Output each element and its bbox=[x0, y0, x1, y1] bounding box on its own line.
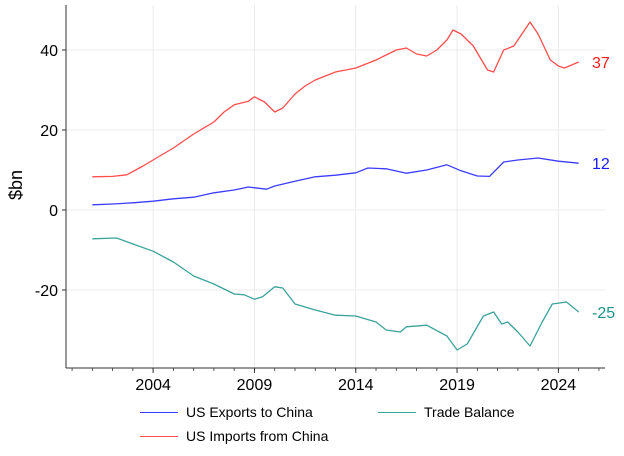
legend-label-balance: Trade Balance bbox=[424, 404, 515, 420]
y-tick-label: 0 bbox=[49, 203, 58, 220]
series-line-balance bbox=[92, 237, 580, 351]
gridlines bbox=[66, 5, 605, 368]
series-lines bbox=[92, 21, 580, 351]
legend-item-exports: US Exports to China bbox=[140, 404, 313, 420]
series-line-imports bbox=[92, 21, 579, 178]
legend-swatch-exports bbox=[140, 411, 178, 413]
legend-label-imports: US Imports from China bbox=[186, 428, 329, 444]
x-tick-label: 2024 bbox=[541, 377, 577, 394]
legend-item-balance: Trade Balance bbox=[378, 404, 515, 420]
y-tick-label: -20 bbox=[35, 283, 58, 300]
legend-swatch-imports bbox=[140, 435, 178, 437]
x-tick-label: 2014 bbox=[338, 377, 374, 394]
legend-label-exports: US Exports to China bbox=[186, 404, 313, 420]
y-axis-label: $bn bbox=[6, 170, 26, 200]
end-label-exports: 12 bbox=[592, 156, 610, 173]
legend-item-imports: US Imports from China bbox=[140, 428, 328, 444]
legend-swatch-balance bbox=[378, 411, 416, 413]
axes: 2004 2009 2014 2019 2024 -20 0 20 40 bbox=[35, 5, 605, 394]
y-tick-label: 40 bbox=[40, 43, 58, 60]
series-line-exports bbox=[92, 157, 579, 206]
x-tick-label: 2009 bbox=[237, 377, 273, 394]
x-tick-label: 2019 bbox=[439, 377, 475, 394]
x-tick-label: 2004 bbox=[135, 377, 171, 394]
end-label-balance: -25 bbox=[592, 305, 615, 322]
end-labels: 12 37 -25 bbox=[592, 55, 615, 322]
end-label-imports: 37 bbox=[592, 55, 610, 72]
y-tick-label: 20 bbox=[40, 123, 58, 140]
